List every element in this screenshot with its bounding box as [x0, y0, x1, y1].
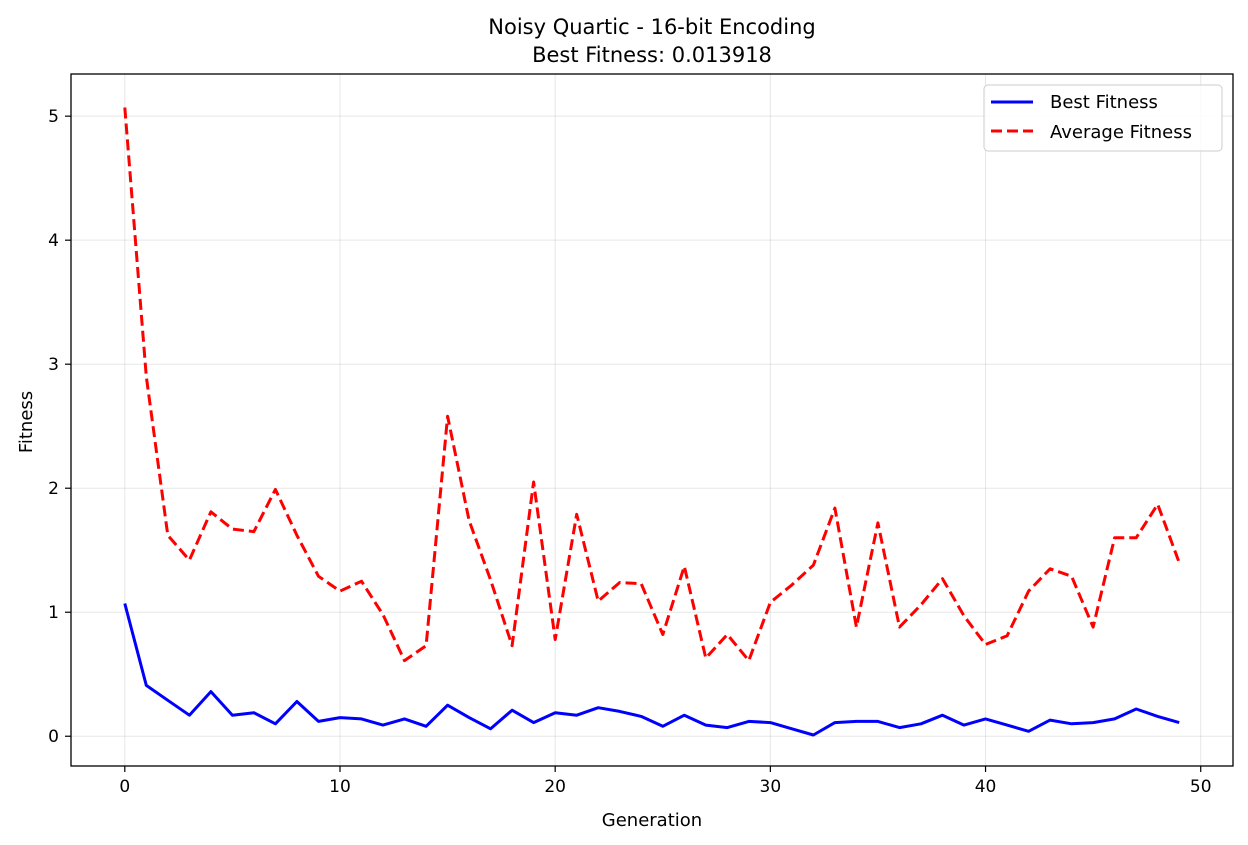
x-tick-label: 40: [975, 777, 997, 797]
y-tick-label: 2: [48, 479, 59, 499]
chart-subtitle: Best Fitness: 0.013918: [532, 43, 772, 67]
x-tick-label: 0: [119, 777, 130, 797]
y-tick-label: 4: [48, 231, 59, 251]
legend-box: [983, 84, 1223, 152]
series-line-best-fitness: [123, 603, 1180, 737]
x-axis-label: Generation: [602, 810, 702, 831]
axis-ticks: 0 10 20 30 40 50 0 1 2 3 4 5: [48, 107, 1211, 797]
x-tick-label: 30: [760, 777, 782, 797]
y-axis-label: Fitness: [16, 391, 37, 453]
x-tick-label: 20: [544, 777, 566, 797]
series-group: [123, 107, 1181, 737]
plot-frame: [70, 73, 1234, 767]
legend-label-average-fitness: Average Fitness: [1050, 122, 1192, 143]
x-tick-label: 50: [1190, 777, 1212, 797]
y-tick-label: 3: [48, 355, 59, 375]
x-tick-label: 10: [329, 777, 351, 797]
y-tick-label: 1: [48, 603, 59, 623]
y-tick-label: 0: [48, 727, 59, 747]
chart-title: Noisy Quartic - 16-bit Encoding: [488, 15, 815, 39]
y-tick-label: 5: [48, 107, 59, 127]
legend-label-best-fitness: Best Fitness: [1050, 92, 1158, 113]
legend: Best Fitness Average Fitness: [983, 84, 1223, 152]
series-line-average-fitness: [123, 107, 1181, 663]
grid: [71, 74, 1233, 766]
